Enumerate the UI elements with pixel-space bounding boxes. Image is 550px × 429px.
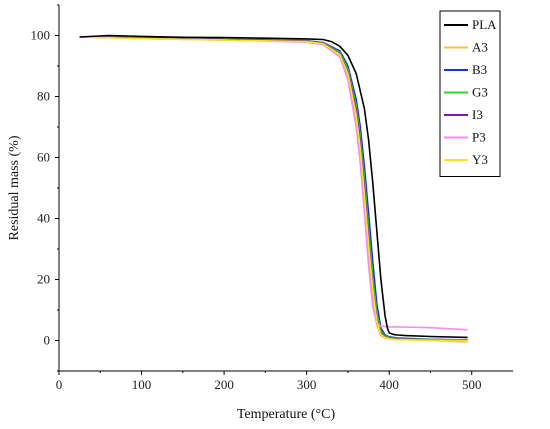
y-tick-label: 40 [37, 211, 50, 226]
y-tick-label: 0 [44, 333, 51, 348]
legend-label-p3: P3 [472, 130, 486, 145]
legend-label-y3: Y3 [472, 152, 488, 167]
x-tick-label: 0 [56, 377, 63, 392]
x-tick-label: 500 [462, 377, 482, 392]
y-tick-label: 100 [31, 28, 51, 43]
x-tick-label: 300 [297, 377, 317, 392]
legend-label-g3: G3 [472, 85, 488, 100]
x-tick-label: 400 [379, 377, 399, 392]
y-axis-title: Residual mass (%) [7, 135, 22, 240]
series-line-pla [79, 34, 468, 339]
legend-label-b3: B3 [472, 62, 487, 77]
y-tick-label: 20 [37, 272, 50, 287]
legend-label-i3: I3 [472, 107, 483, 122]
x-axis-title: Temperature (°C) [237, 407, 336, 422]
series-line-y3 [79, 36, 468, 342]
series-layer [79, 34, 468, 343]
axes-layer: 0 100 200 300 400 500 0 20 40 60 80 100 [31, 4, 513, 392]
x-tick-label: 100 [132, 377, 152, 392]
legend-label-pla: PLA [472, 17, 497, 32]
legend-label-a3: A3 [472, 40, 488, 55]
legend: PLA A3 B3 G3 I3 P3 Y3 [439, 10, 501, 177]
y-tick-label: 60 [37, 150, 50, 165]
legend-box [439, 10, 501, 177]
y-tick-label: 80 [37, 89, 50, 104]
x-tick-label: 200 [214, 377, 234, 392]
